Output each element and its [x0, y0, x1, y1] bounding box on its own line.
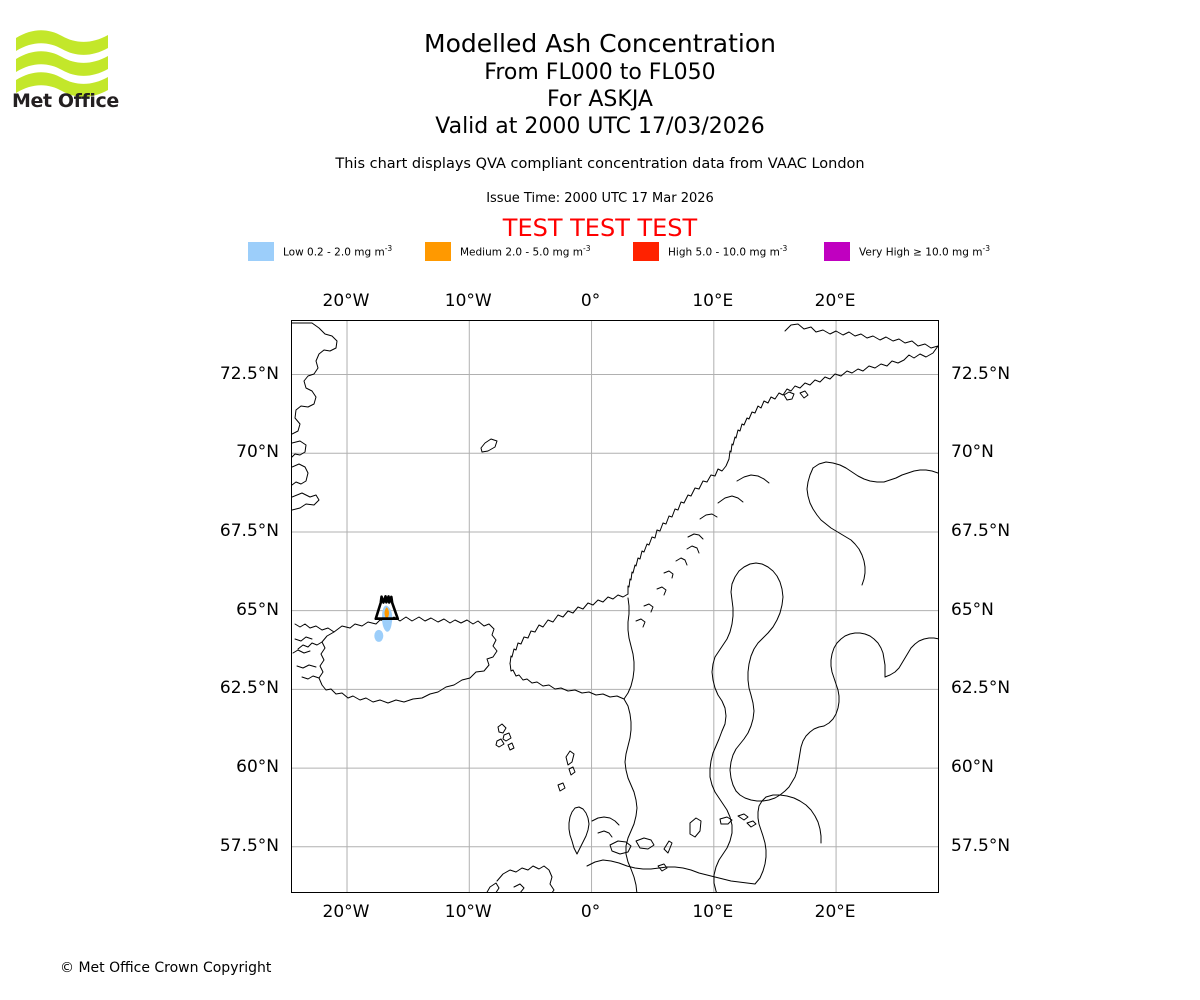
legend-label-very-high: Very High ≥ 10.0 mg m-3: [859, 243, 990, 259]
legend-item-low: Low 0.2 - 2.0 mg m-3: [248, 241, 392, 261]
legend-swatch-low: [248, 241, 274, 261]
lon-tick-top-20°W: 20°W: [322, 291, 370, 311]
lon-tick-bottom-20°E: 20°E: [814, 902, 856, 922]
legend-item-very-high: Very High ≥ 10.0 mg m-3: [824, 241, 990, 261]
lat-tick-right-65°N: 65°N: [951, 599, 994, 620]
issue-time: Issue Time: 2000 UTC 17 Mar 2026: [486, 191, 714, 206]
lat-tick-right-62.5°N: 62.5°N: [951, 678, 1011, 699]
lat-tick-left-65°N: 65°N: [236, 599, 279, 620]
legend-item-high: High 5.0 - 10.0 mg m-3: [633, 241, 787, 261]
chart-subtitle: This chart displays QVA compliant concen…: [335, 156, 865, 172]
map-container: 20°W 10°W 0° 10°E 20°E 20°W 10°W 0° 10°E 20°E 72…: [220, 291, 1010, 922]
lon-tick-top-20°E: 20°E: [814, 291, 856, 311]
map-canvas: [292, 321, 938, 892]
lon-tick-top-0°: 0°: [580, 291, 601, 311]
volcano-icon: [374, 595, 400, 621]
lat-tick-right-60°N: 60°N: [951, 757, 994, 778]
logo-wordmark: Met Office: [12, 90, 119, 112]
flight-level-range: From FL000 to FL050: [484, 60, 716, 85]
ash-area-low: [374, 629, 384, 642]
legend-swatch-high: [633, 241, 659, 261]
lat-tick-right-72.5°N: 72.5°N: [951, 363, 1011, 384]
lat-tick-left-70°N: 70°N: [236, 442, 279, 463]
legend-label-medium: Medium 2.0 - 5.0 mg m-3: [460, 243, 591, 259]
lon-tick-bottom-0°: 0°: [580, 902, 601, 922]
page-title: Modelled Ash Concentration: [424, 29, 776, 58]
lon-tick-bottom-20°W: 20°W: [322, 902, 370, 922]
test-banner: TEST TEST TEST: [502, 214, 698, 242]
legend-swatch-medium: [425, 241, 451, 261]
lat-tick-right-70°N: 70°N: [951, 442, 994, 463]
ash-area-medium: [384, 607, 390, 620]
legend-label-low: Low 0.2 - 2.0 mg m-3: [283, 243, 393, 259]
concentration-legend: Low 0.2 - 2.0 mg m-3 Medium 2.0 - 5.0 mg …: [248, 241, 992, 261]
lon-tick-top-10°E: 10°E: [692, 291, 734, 311]
lon-tick-bottom-10°W: 10°W: [444, 902, 492, 922]
lat-tick-right-67.5°N: 67.5°N: [951, 520, 1011, 541]
valid-time: Valid at 2000 UTC 17/03/2026: [435, 114, 765, 139]
lon-tick-top-10°W: 10°W: [444, 291, 492, 311]
lat-tick-left-60°N: 60°N: [236, 757, 279, 778]
map-frame: [291, 320, 939, 893]
legend-swatch-very-high: [824, 241, 850, 261]
lat-tick-right-57.5°N: 57.5°N: [951, 835, 1011, 856]
graticule-gridlines: [292, 321, 938, 892]
legend-label-high: High 5.0 - 10.0 mg m-3: [668, 243, 788, 259]
lon-tick-bottom-10°E: 10°E: [692, 902, 734, 922]
lat-tick-left-72.5°N: 72.5°N: [219, 363, 279, 384]
coastlines: [292, 322, 938, 892]
met-office-wave-logo: [16, 30, 108, 97]
volcano-symbol-askja: [374, 595, 400, 621]
legend-item-medium: Medium 2.0 - 5.0 mg m-3: [425, 241, 590, 261]
copyright-notice: © Met Office Crown Copyright: [60, 960, 272, 976]
lat-tick-left-62.5°N: 62.5°N: [219, 678, 279, 699]
lat-tick-left-67.5°N: 67.5°N: [219, 520, 279, 541]
lat-tick-left-57.5°N: 57.5°N: [219, 835, 279, 856]
volcano-name: For ASKJA: [547, 87, 653, 112]
chart-title-block: Modelled Ash Concentration From FL000 to…: [0, 28, 1200, 140]
